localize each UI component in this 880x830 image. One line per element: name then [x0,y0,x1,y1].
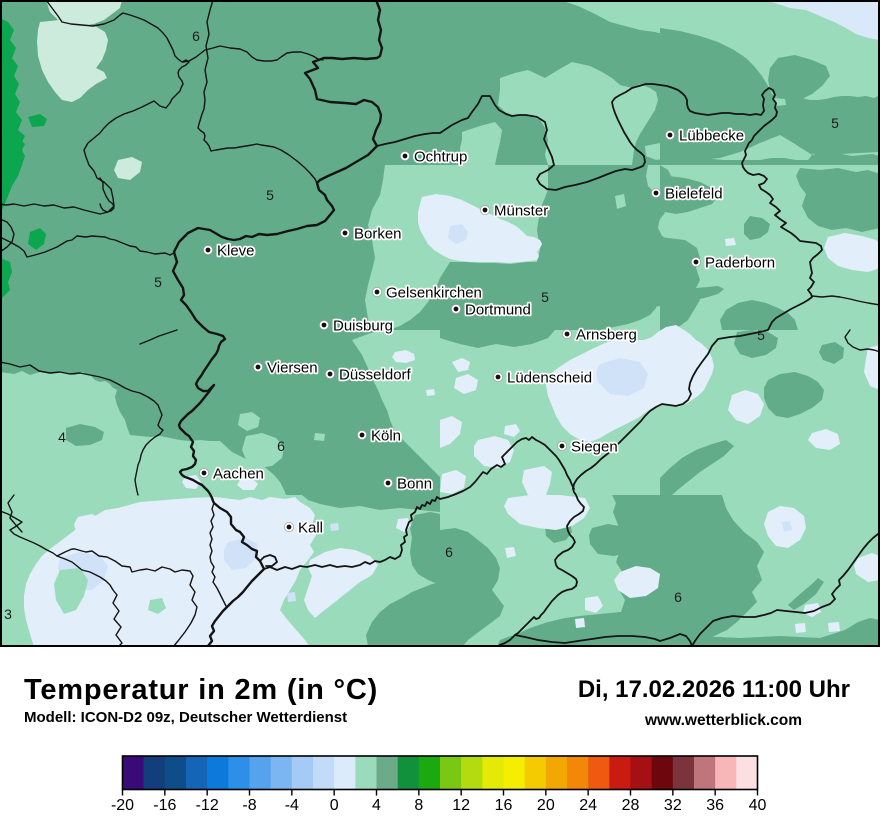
svg-text:5: 5 [757,327,765,343]
svg-text:8: 8 [414,797,423,814]
svg-text:20: 20 [537,797,555,814]
svg-text:Lüdenscheid: Lüdenscheid [507,370,592,387]
svg-text:5: 5 [266,187,274,203]
svg-text:Düsseldorf: Düsseldorf [339,367,412,384]
svg-text:6: 6 [674,589,682,605]
svg-text:4: 4 [372,797,381,814]
svg-text:Kleve: Kleve [217,243,255,260]
svg-text:40: 40 [749,797,767,814]
svg-text:Köln: Köln [371,428,401,445]
svg-text:6: 6 [445,544,453,560]
svg-text:12: 12 [452,797,470,814]
svg-text:24: 24 [579,797,597,814]
svg-text:Paderborn: Paderborn [705,255,775,272]
svg-text:Dortmund: Dortmund [465,302,531,319]
svg-text:5: 5 [831,115,839,131]
svg-text:28: 28 [622,797,640,814]
svg-text:36: 36 [706,797,724,814]
svg-text:Aachen: Aachen [213,466,264,483]
svg-text:Lübbecke: Lübbecke [679,128,744,145]
svg-text:Borken: Borken [354,226,402,243]
svg-text:3: 3 [4,606,12,622]
svg-text:6: 6 [192,28,200,44]
svg-text:Siegen: Siegen [571,439,618,456]
svg-text:Bielefeld: Bielefeld [665,186,723,203]
svg-text:Arnsberg: Arnsberg [576,327,637,344]
svg-text:6: 6 [277,438,285,454]
svg-text:Bonn: Bonn [397,476,432,493]
svg-text:Viersen: Viersen [267,360,318,377]
svg-text:-4: -4 [285,797,299,814]
svg-text:-16: -16 [153,797,176,814]
svg-text:-12: -12 [196,797,219,814]
svg-text:Gelsenkirchen: Gelsenkirchen [386,285,482,302]
svg-text:Kall: Kall [298,520,323,537]
svg-text:32: 32 [664,797,682,814]
svg-text:4: 4 [58,429,66,445]
svg-text:Duisburg: Duisburg [333,318,393,335]
svg-text:-20: -20 [111,797,134,814]
svg-text:Münster: Münster [494,203,548,220]
svg-text:-8: -8 [242,797,256,814]
svg-text:Ochtrup: Ochtrup [414,149,467,166]
svg-text:16: 16 [495,797,513,814]
svg-text:0: 0 [330,797,339,814]
svg-text:5: 5 [154,274,162,290]
svg-text:5: 5 [541,289,549,305]
